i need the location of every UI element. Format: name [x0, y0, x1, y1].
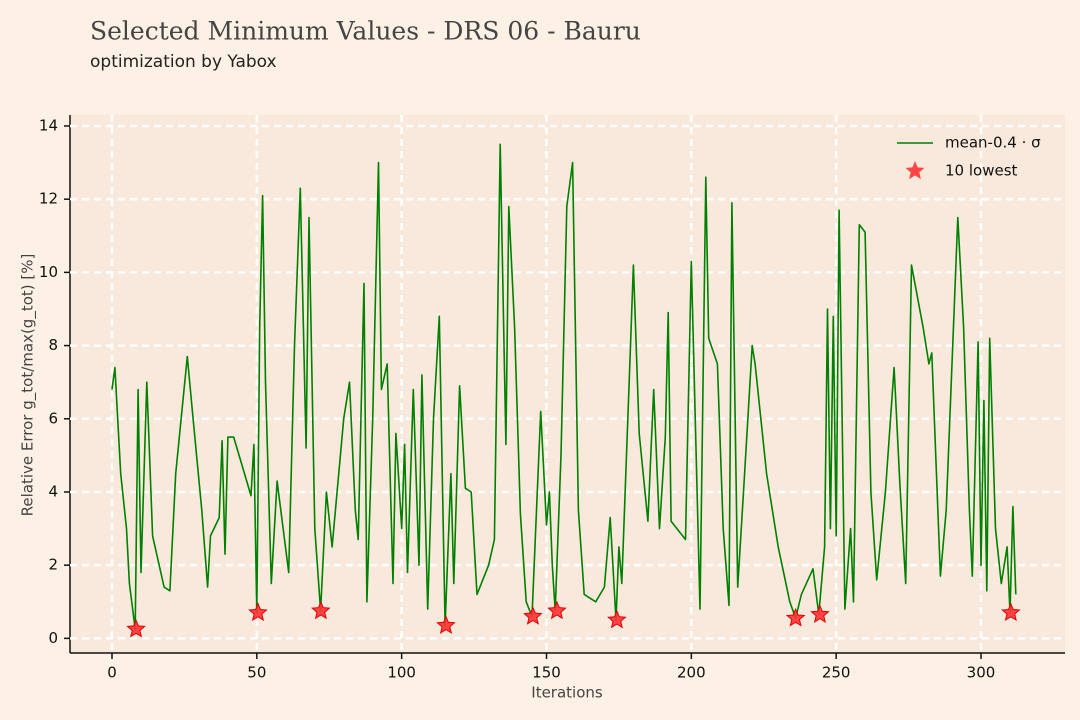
star-marker	[810, 604, 830, 623]
star-marker	[311, 600, 331, 620]
x-tick-label: 100	[387, 664, 416, 682]
star-marker	[523, 606, 543, 625]
y-tick-label: 4	[48, 482, 58, 500]
star-marker	[547, 600, 567, 620]
legend-label: 10 lowest	[945, 162, 1018, 180]
x-tick-label: 0	[107, 664, 117, 682]
x-tick-label: 300	[967, 664, 996, 682]
chart-title: Selected Minimum Values - DRS 06 - Bauru	[90, 17, 641, 46]
line-series	[111, 143, 1017, 630]
y-tick-label: 12	[39, 190, 58, 208]
y-tick-label: 14	[39, 116, 58, 134]
x-tick-label: 200	[677, 664, 706, 682]
legend-label: mean-0.4 · σ	[945, 134, 1041, 152]
star-marker	[436, 615, 456, 634]
legend-marker	[905, 161, 925, 180]
star-marker	[607, 609, 627, 629]
star-marker	[785, 607, 806, 627]
y-tick-label: 6	[48, 409, 58, 427]
chart-subtitle: optimization by Yabox	[90, 52, 277, 72]
y-tick-label: 0	[48, 629, 58, 647]
y-tick-label: 8	[48, 336, 58, 354]
star-marker	[1001, 602, 1021, 622]
y-tick-label: 10	[39, 263, 58, 281]
y-tick-label: 2	[48, 556, 58, 574]
x-tick-label: 250	[822, 664, 851, 682]
star-marker	[126, 618, 146, 638]
x-tick-label: 50	[247, 664, 266, 682]
x-tick-label: 150	[532, 664, 561, 682]
x-axis-label: Iterations	[531, 684, 603, 702]
y-axis-label: Relative Error g_tot/max(g_tot) [%]	[19, 254, 38, 517]
star-marker	[248, 602, 268, 622]
